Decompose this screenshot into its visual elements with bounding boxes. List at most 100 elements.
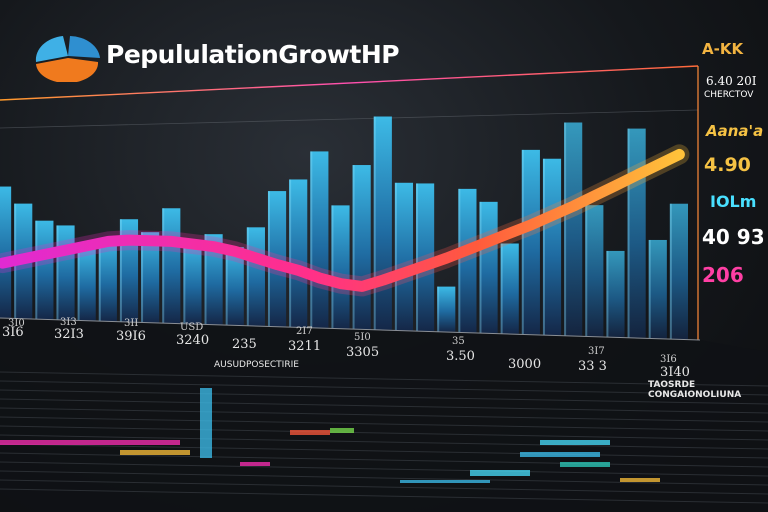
tick-label: 3I6 bbox=[660, 354, 677, 365]
bar-highlight bbox=[648, 239, 651, 339]
bar bbox=[542, 158, 562, 336]
bar-highlight bbox=[564, 122, 567, 336]
tick-label: 235 bbox=[232, 337, 257, 352]
side-label: 6.40 20I bbox=[706, 74, 757, 88]
side-label: Aana'a bbox=[706, 122, 764, 140]
bar-highlight bbox=[394, 182, 397, 331]
reflection-streak bbox=[120, 450, 190, 455]
bar bbox=[35, 220, 54, 320]
bar bbox=[521, 149, 540, 335]
reflection-streak bbox=[240, 462, 270, 466]
bar bbox=[394, 182, 414, 331]
tick-label: 3211 bbox=[288, 339, 321, 354]
reflection-streak bbox=[620, 478, 660, 482]
side-label: CHERCTOV bbox=[704, 90, 754, 100]
globe-logo-icon bbox=[35, 36, 100, 82]
reflection-streak bbox=[400, 480, 490, 483]
side-label: A-KK bbox=[702, 40, 744, 58]
side-label: IOLm bbox=[710, 192, 757, 211]
floor-grid-line bbox=[0, 461, 768, 477]
caption-right: TAOSRDE CONGAIONOLIUNA bbox=[648, 380, 742, 400]
bar-highlight bbox=[373, 116, 376, 330]
floor-grid-line bbox=[0, 488, 768, 504]
tick-label: USD bbox=[180, 322, 203, 333]
bar bbox=[331, 205, 350, 329]
bar-series bbox=[0, 116, 688, 340]
tick-label: 3I40 bbox=[660, 365, 690, 380]
tick-label: 3240 bbox=[176, 333, 209, 348]
side-label: 206 bbox=[702, 263, 744, 287]
reflection-streak bbox=[200, 388, 212, 458]
floor-grid-line bbox=[0, 470, 768, 486]
bar bbox=[352, 165, 371, 330]
tick-labels: 3I0 3I3 3II USD 2I7 5I0 35 3I7 3I6 3I6 32I3 39I6 324… bbox=[2, 317, 690, 380]
bar bbox=[373, 116, 392, 330]
floor-grid-line bbox=[0, 452, 768, 468]
bar-highlight bbox=[669, 203, 672, 340]
caption-upper: AUSUDPOSECTIRIE bbox=[214, 360, 299, 370]
side-label: 4.90 bbox=[704, 154, 751, 176]
bar-highlight bbox=[331, 205, 334, 329]
bar bbox=[310, 151, 329, 328]
bar bbox=[225, 247, 244, 326]
floor-grid-line bbox=[0, 479, 768, 495]
bar-highlight bbox=[225, 247, 228, 326]
bar-highlight bbox=[119, 219, 122, 322]
bar bbox=[162, 208, 181, 324]
reflection-streak bbox=[0, 440, 180, 445]
bar-highlight bbox=[542, 158, 545, 336]
bar bbox=[479, 201, 498, 334]
reflection-streak bbox=[560, 462, 610, 467]
floor-grid-line bbox=[0, 443, 768, 459]
bar-highlight bbox=[437, 286, 440, 332]
page-title: PepululationGrowtHP bbox=[106, 40, 400, 69]
bar-highlight bbox=[98, 239, 101, 322]
floor-grid-line bbox=[0, 434, 768, 450]
tick-label: 3I0 bbox=[8, 318, 25, 329]
floor-reflection bbox=[0, 371, 768, 504]
floor-grid-line bbox=[0, 416, 768, 432]
bar-highlight bbox=[606, 250, 609, 338]
bar bbox=[585, 205, 604, 337]
tick-label: 3I3 bbox=[60, 317, 77, 328]
bar bbox=[141, 232, 160, 323]
tick-label: 2I7 bbox=[296, 326, 313, 337]
floor-edge bbox=[0, 317, 701, 341]
bar bbox=[627, 128, 646, 338]
tick-label: 33 3 bbox=[578, 359, 607, 374]
tick-label: 3.50 bbox=[446, 349, 475, 364]
tick-label: 3I6 bbox=[2, 325, 24, 340]
tick-label: 3II bbox=[124, 318, 138, 329]
bar-highlight bbox=[310, 151, 313, 328]
bar-highlight bbox=[352, 165, 355, 330]
bar-highlight bbox=[183, 241, 186, 324]
bar-highlight bbox=[479, 201, 482, 334]
bar bbox=[500, 243, 519, 334]
reflection-streak bbox=[520, 452, 600, 457]
bar bbox=[246, 227, 265, 326]
chart-frame bbox=[0, 65, 699, 340]
bar-highlight bbox=[627, 128, 630, 338]
tick-label: 39I6 bbox=[116, 329, 146, 344]
bar-highlight bbox=[56, 225, 59, 320]
tick-label: 5I0 bbox=[354, 332, 371, 343]
tick-label: 3000 bbox=[508, 357, 541, 372]
bar-highlight bbox=[500, 243, 503, 334]
reflection-streak bbox=[290, 430, 330, 435]
tick-label: 32I3 bbox=[54, 327, 84, 342]
bar-highlight bbox=[204, 234, 207, 325]
floor-grid-line bbox=[0, 407, 768, 423]
bar-highlight bbox=[289, 179, 292, 328]
bar bbox=[77, 246, 96, 321]
floor-grid-line bbox=[0, 425, 768, 441]
bar-highlight bbox=[141, 232, 144, 323]
floor-grid-line bbox=[0, 380, 768, 396]
bar bbox=[437, 286, 456, 332]
bar bbox=[669, 203, 688, 340]
floor-grid-line bbox=[0, 398, 768, 414]
reflection-streak bbox=[540, 440, 610, 445]
bar-highlight bbox=[35, 220, 38, 320]
bar-highlight bbox=[585, 205, 588, 337]
reflection-streak bbox=[470, 470, 530, 476]
